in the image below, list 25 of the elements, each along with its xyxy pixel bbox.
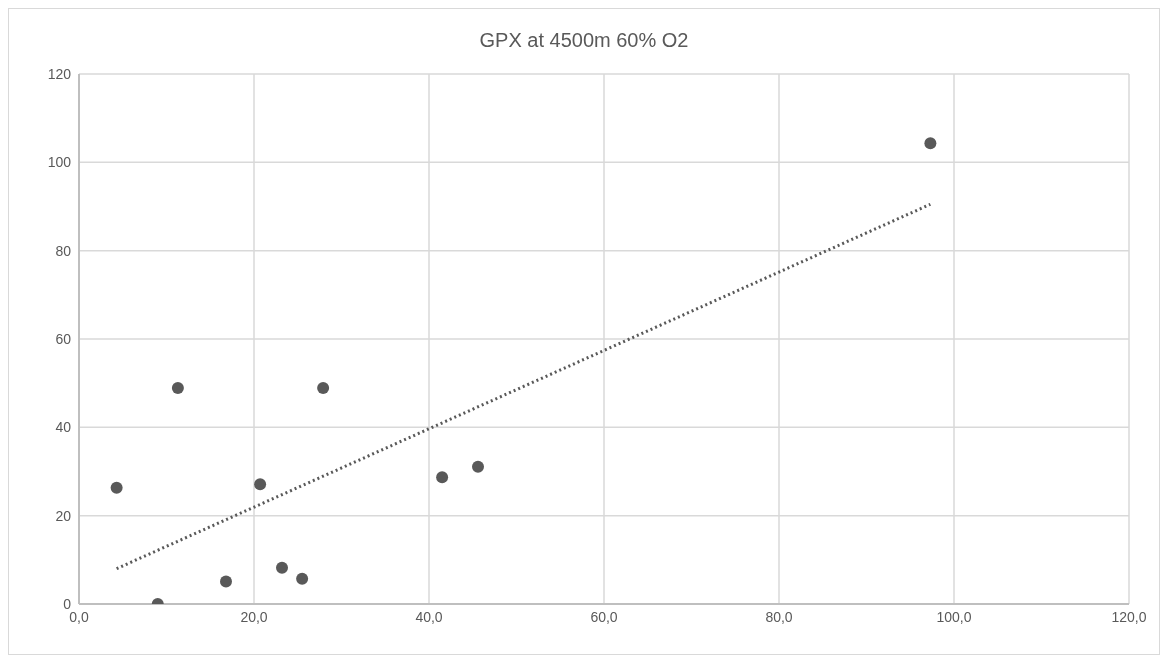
x-tick-label: 20,0 (240, 608, 268, 625)
x-tick-label: 120,0 (1111, 608, 1147, 625)
y-tick-label: 120 (47, 65, 72, 82)
point (296, 572, 309, 585)
y-tick-label: 100 (47, 154, 72, 171)
chart-title: GPX at 4500m 60% O2 (478, 29, 690, 53)
x-tick-label: 100,0 (936, 608, 972, 625)
y-tick-label: 80 (55, 242, 72, 259)
y-tick-label: 0 (63, 595, 72, 612)
y-tick-label: 60 (55, 330, 72, 347)
y-tick-label: 20 (55, 507, 72, 524)
x-tick-label: 80,0 (765, 608, 793, 625)
point (220, 575, 232, 588)
x-tick-label: 0,0 (69, 608, 89, 625)
y-tick-label: 40 (55, 419, 72, 436)
point (171, 382, 184, 395)
point (472, 460, 484, 473)
point (254, 478, 267, 491)
point (110, 481, 123, 494)
x-tick-label: 60,0 (590, 608, 618, 625)
point (317, 382, 330, 395)
point (276, 561, 288, 574)
point (924, 137, 937, 150)
point (436, 471, 449, 484)
x-tick-label: 40,0 (415, 608, 443, 625)
